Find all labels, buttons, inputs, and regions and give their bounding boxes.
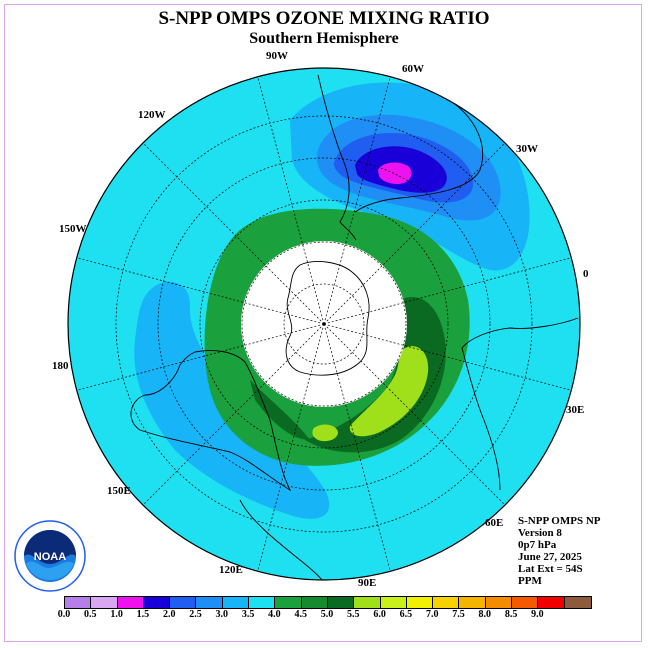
colorbar-swatch	[91, 597, 118, 608]
meridian-line	[72, 256, 325, 325]
meridian-line	[256, 323, 325, 576]
field-4.5-5	[305, 296, 446, 453]
lon-label-180: 180	[52, 360, 69, 372]
colorbar-swatch	[65, 597, 92, 608]
lon-label-60w: 60W	[402, 63, 424, 75]
lon-label-150e: 150E	[107, 485, 131, 497]
colorbar-tick-label: 4.0	[268, 609, 281, 620]
colorbar-tick-label: 0.5	[84, 609, 97, 620]
asia-coast	[239, 499, 323, 580]
lon-label-30w: 30W	[516, 143, 538, 155]
colorbar-swatch	[406, 597, 434, 608]
info-instrument: S-NPP OMPS NP	[518, 515, 601, 527]
info-date: June 27, 2025	[518, 551, 582, 563]
colorbar-tick-label: 0.0	[57, 609, 71, 620]
field-5-5.5-small	[312, 424, 338, 442]
meridian-line	[72, 323, 325, 392]
colorbar-tick-label: 7.0	[425, 609, 439, 620]
lon-label-120e: 120E	[219, 564, 243, 576]
colorbar-swatch	[564, 597, 591, 608]
africa-coast	[461, 317, 579, 491]
info-pressure-level: 0p7 hPa	[518, 539, 557, 551]
colorbar-swatch	[512, 597, 539, 608]
meridian-line	[323, 72, 392, 325]
colorbar-tick-label: 6.5	[399, 609, 413, 620]
colorbar-tick-label: 9.0	[531, 609, 544, 620]
meridians	[72, 72, 576, 576]
colorbar-tick-label: 5.5	[347, 609, 360, 620]
colorbar-swatch	[354, 597, 381, 608]
field-4.5-5-west	[250, 380, 310, 440]
lon-label-60e: 60E	[485, 517, 504, 529]
colorbar-swatch	[433, 597, 460, 608]
meridian-line	[323, 323, 392, 576]
colorbar-swatch	[485, 597, 513, 608]
colorbar-swatch	[459, 597, 486, 608]
colorbar-swatch	[327, 597, 355, 608]
antarctica-outline	[285, 261, 370, 376]
south-america-west-coast	[317, 74, 357, 241]
meridian-line	[323, 323, 509, 509]
noaa-logo-text: NOAA	[34, 551, 66, 563]
colorbar	[64, 596, 592, 609]
colorbar-swatch	[380, 597, 407, 608]
graticule	[115, 115, 533, 533]
field-1-1.5	[378, 162, 412, 185]
lon-label-30e: 30E	[566, 404, 585, 416]
info-lat-extent: Lat Ext = 54S	[518, 563, 583, 575]
lon-label-150w: 150W	[59, 223, 87, 235]
colorbar-swatch	[275, 597, 302, 608]
meridian-line	[256, 72, 325, 325]
colorbar-swatch	[538, 597, 565, 608]
south-america-east-coast	[354, 94, 484, 213]
meridian-line	[323, 256, 576, 325]
colorbar-tick-label: 5.0	[320, 609, 334, 620]
field-5-5.5	[349, 346, 429, 437]
info-units: PPM	[518, 575, 542, 587]
product-info: S-NPP OMPS NP Version 8 0p7 hPa June 27,…	[518, 515, 601, 587]
figure-frame	[4, 4, 642, 642]
lon-label-120w: 120W	[138, 109, 166, 121]
lon-label-90w: 90W	[266, 50, 288, 62]
meridian-line	[139, 139, 325, 325]
lon-label-90e: 90E	[358, 577, 377, 589]
colorbar-swatch	[222, 597, 250, 608]
info-version: Version 8	[518, 527, 562, 539]
map-boundary	[67, 67, 581, 581]
meridian-line	[323, 139, 509, 325]
colorbar-tick-label: 8.0	[478, 609, 492, 620]
colorbar-swatch	[196, 597, 223, 608]
australia-outline	[130, 350, 292, 492]
colorbar-tick-label: 3.5	[241, 609, 255, 620]
colorbar-tick-label: 8.5	[504, 609, 518, 620]
colorbar-ticks: 0.0 0.5 1.0 1.5 2.0 2.5 3.0 3.5 4.0 4.5 5.0 5.5 6.0 6…	[58, 609, 590, 623]
colorbar-tick-label: 7.5	[452, 609, 465, 620]
meridian-line	[139, 323, 325, 509]
map-title: S-NPP OMPS OZONE MIXING RATIO	[158, 8, 490, 29]
colorbar-swatch	[170, 597, 197, 608]
colorbar-tick-label: 2.5	[189, 609, 202, 620]
lon-label-0: 0	[583, 268, 589, 280]
colorbar-tick-label: 2.0	[162, 609, 176, 620]
map-subtitle: Southern Hemisphere	[249, 30, 399, 47]
colorbar-tick-label: 3.0	[215, 609, 229, 620]
colorbar-swatch	[301, 597, 328, 608]
colorbar-tick-label: 4.5	[294, 609, 307, 620]
colorbar-swatch	[117, 597, 144, 608]
colorbar-tick-label: 6.0	[373, 609, 386, 620]
colorbar-swatch	[143, 597, 171, 608]
colorbar-tick-label: 1.0	[110, 609, 123, 620]
colorbar-swatch	[249, 597, 276, 608]
noaa-logo: NOAA	[14, 520, 86, 592]
meridian-line	[323, 323, 576, 392]
colorbar-tick-label: 1.5	[136, 609, 150, 620]
